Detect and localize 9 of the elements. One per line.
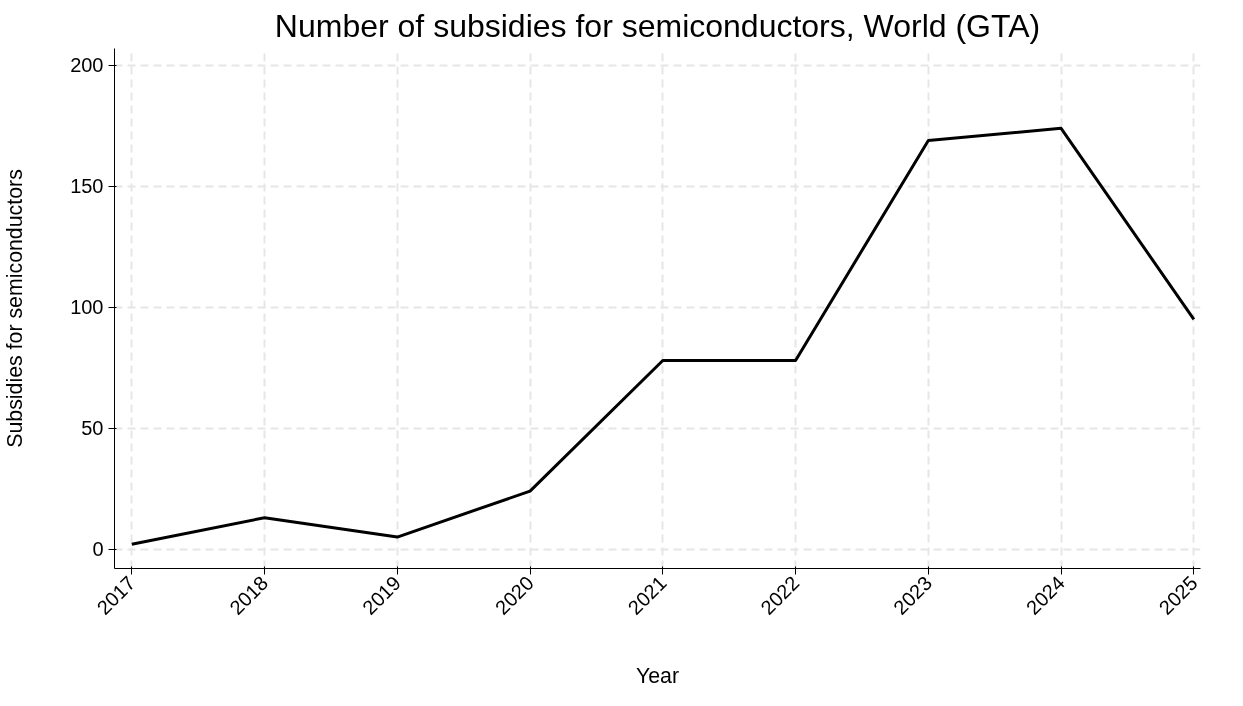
y-tick-label: 200 (70, 54, 104, 77)
y-axis-title: Subsidies for semiconductors (3, 169, 28, 448)
chart-title: Number of subsidies for semiconductors, World (GTA) (274, 7, 1041, 44)
y-tick-label: 0 (92, 538, 104, 561)
y-tick-label: 100 (70, 296, 104, 319)
x-axis-title: Year (635, 663, 680, 688)
y-tick-label: 50 (81, 417, 104, 440)
y-tick-label: 150 (70, 175, 104, 198)
line-series (130, 126, 1196, 546)
